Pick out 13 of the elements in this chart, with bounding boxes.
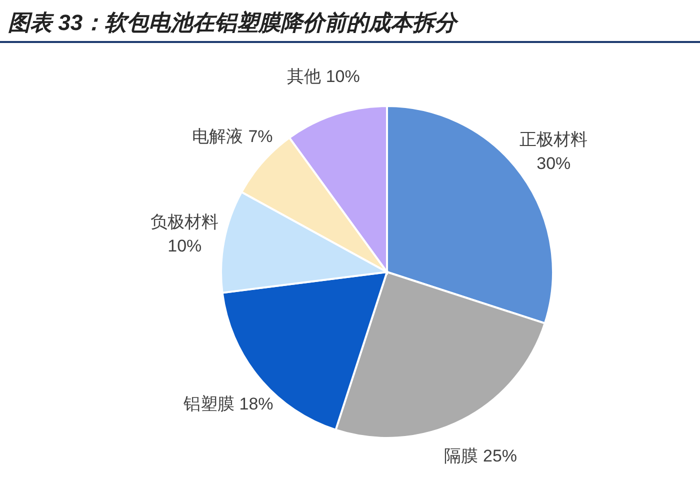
slice-label: 铝塑膜 <box>182 394 234 414</box>
data-label: 25% <box>483 446 518 466</box>
slice-label: 负极材料 <box>150 212 219 232</box>
data-label: 30% <box>536 154 571 173</box>
data-label: 10% <box>326 67 360 86</box>
data-label: 18% <box>239 394 274 414</box>
chart-title: 图表 33：软包电池在铝塑膜降价前的成本拆分 <box>8 10 460 35</box>
slice-label: 隔膜 <box>444 446 478 466</box>
data-label: 10% <box>168 236 202 256</box>
slice-label: 其他 <box>286 67 321 86</box>
slice-label: 正极材料 <box>520 130 588 149</box>
data-label: 7% <box>248 126 273 146</box>
slice-label: 电解液 <box>192 126 244 146</box>
